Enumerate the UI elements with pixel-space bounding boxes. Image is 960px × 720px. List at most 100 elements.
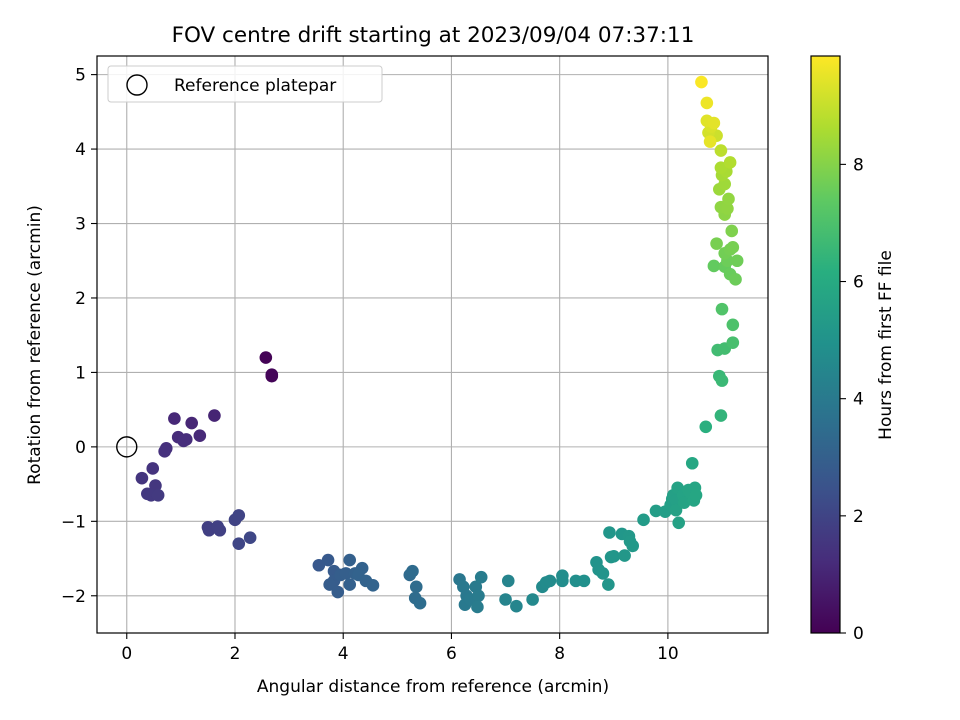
x-tick-label: 8 [554, 644, 565, 664]
data-point [232, 537, 246, 550]
data-point [499, 593, 512, 606]
data-point [472, 589, 485, 603]
data-point [710, 237, 723, 250]
data-point [714, 144, 728, 157]
data-point [649, 504, 663, 518]
y-tick-label: 3 [75, 215, 86, 235]
legend-marker-icon [126, 74, 148, 96]
data-point [677, 496, 691, 510]
data-point [699, 420, 713, 434]
data-point [510, 599, 523, 613]
data-point [714, 161, 728, 174]
data-point [726, 241, 740, 254]
data-point [703, 135, 717, 148]
data-point [321, 553, 335, 567]
reference-marker [116, 436, 138, 458]
data-point [151, 488, 165, 502]
data-point [695, 75, 708, 89]
colorbar-tick-label: 0 [853, 624, 864, 644]
legend-label: Reference platepar [174, 76, 336, 96]
data-point [213, 523, 227, 537]
data-point [331, 585, 345, 599]
colorbar-tick-label: 2 [853, 507, 864, 527]
colorbar-tick-label: 8 [853, 155, 864, 175]
colorbar: 0 2 4 6 8 Hours from first FF file [810, 55, 896, 644]
colorbar-tick-label: 4 [853, 390, 864, 410]
grid-lines [97, 56, 768, 633]
data-point [232, 509, 246, 522]
data-point [707, 116, 721, 130]
data-point [149, 479, 162, 492]
data-point [726, 318, 740, 332]
data-point [637, 513, 650, 527]
data-point [689, 488, 703, 502]
data-point [707, 259, 721, 273]
data-point [672, 516, 686, 530]
legend: Reference platepar [107, 65, 383, 103]
colorbar-label: Hours from first FF file [876, 250, 896, 440]
data-point [146, 462, 160, 475]
data-point [556, 574, 569, 588]
data-point [177, 434, 190, 448]
data-point [715, 374, 729, 387]
data-point [259, 351, 273, 364]
data-points [135, 75, 744, 614]
colorbar-tick-label: 6 [853, 273, 864, 293]
data-point [343, 578, 357, 591]
data-point [243, 531, 257, 545]
y-tick-label: −1 [61, 512, 86, 532]
x-axis-label: Angular distance from reference (arcmin) [257, 677, 609, 697]
data-point [603, 526, 616, 539]
colorbar-ticks: 0 2 4 6 8 [840, 155, 864, 644]
data-point [726, 336, 740, 349]
y-axis-ticks: −2 −1 0 1 2 3 4 5 [61, 66, 97, 607]
data-point [339, 567, 353, 580]
data-point [409, 580, 423, 594]
data-point [618, 549, 631, 562]
y-tick-label: 0 [75, 438, 86, 458]
data-point [471, 600, 484, 614]
data-point [323, 578, 336, 591]
x-tick-label: 4 [338, 644, 349, 664]
data-point [607, 550, 621, 563]
data-point [158, 445, 171, 458]
reference-platepar-point [116, 436, 138, 458]
data-point [729, 273, 742, 286]
data-point [208, 409, 221, 422]
data-point [543, 574, 557, 588]
data-point [577, 574, 591, 588]
data-point [168, 412, 181, 425]
colorbar-gradient [810, 55, 841, 634]
y-tick-label: 4 [75, 140, 86, 160]
x-tick-label: 0 [121, 644, 132, 664]
y-tick-label: 2 [75, 289, 86, 309]
data-point [700, 96, 714, 110]
plot-frame [96, 55, 769, 634]
data-point [602, 578, 615, 591]
y-tick-label: −2 [61, 587, 86, 607]
x-tick-label: 10 [657, 644, 679, 664]
x-axis-ticks: 0 2 4 6 8 10 [121, 633, 679, 664]
x-tick-label: 6 [446, 644, 457, 664]
data-point [714, 409, 728, 422]
data-point [730, 254, 744, 268]
x-tick-label: 2 [230, 644, 241, 664]
chart-title: FOV centre drift starting at 2023/09/04 … [172, 23, 695, 48]
data-point [725, 224, 739, 238]
data-point [135, 471, 149, 485]
data-point [715, 302, 729, 316]
data-point [685, 456, 699, 470]
data-point [526, 593, 539, 606]
data-point [722, 192, 735, 206]
data-point [406, 564, 419, 578]
y-tick-label: 1 [75, 363, 86, 383]
data-point [596, 567, 610, 580]
data-point [413, 596, 427, 610]
data-point [721, 202, 734, 215]
data-point [312, 558, 326, 572]
data-point [474, 570, 488, 584]
legend-box [107, 65, 383, 103]
data-point [501, 574, 515, 588]
data-point [723, 156, 737, 169]
